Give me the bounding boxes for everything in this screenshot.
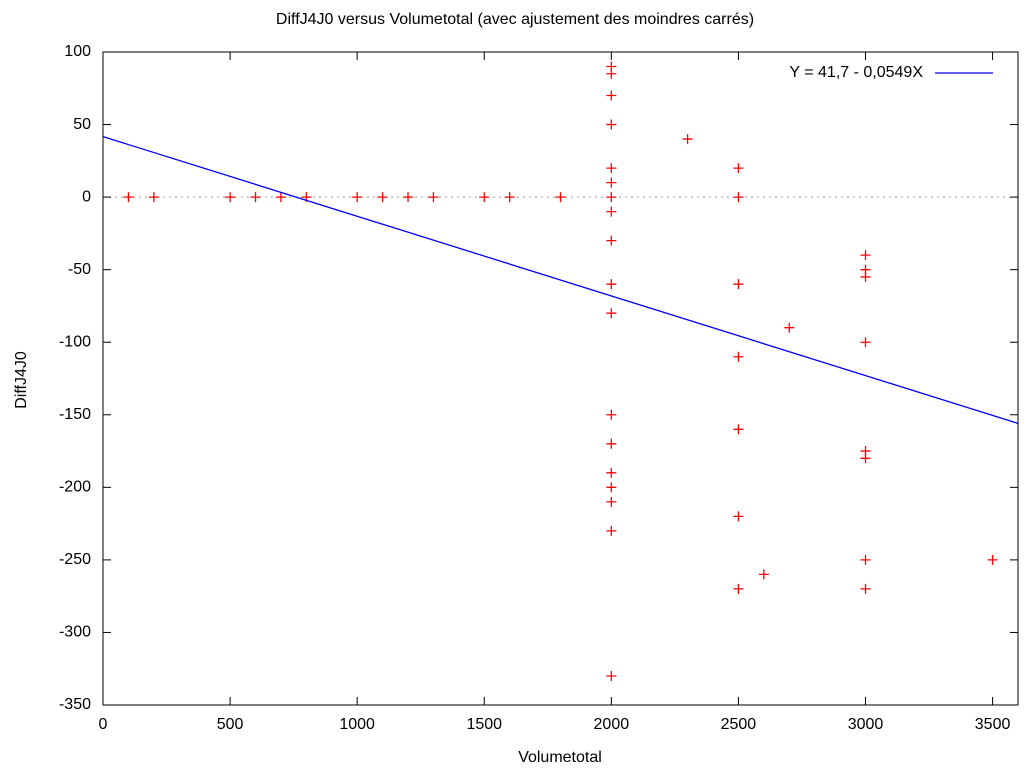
point — [606, 206, 617, 217]
point — [682, 134, 693, 145]
plot-frame — [102, 51, 1019, 706]
point — [123, 192, 134, 203]
x-tick-label: 3000 — [848, 716, 884, 733]
y-axis-label: DiffJ4J0 — [13, 351, 30, 409]
point — [606, 308, 617, 319]
point — [225, 192, 236, 203]
point — [606, 192, 617, 203]
y-tick-label: -350 — [59, 696, 91, 713]
y-tick-label: 50 — [73, 116, 91, 133]
y-tick-label: -50 — [68, 261, 91, 278]
y-tick-label: 0 — [82, 188, 91, 205]
point — [606, 525, 617, 536]
point — [860, 554, 871, 565]
point — [733, 163, 744, 174]
point — [860, 337, 871, 348]
point — [733, 351, 744, 362]
y-tick-label: -200 — [59, 479, 91, 496]
point — [606, 496, 617, 507]
point — [733, 192, 744, 203]
x-tick-label: 500 — [217, 716, 244, 733]
point — [860, 583, 871, 594]
point — [606, 279, 617, 290]
x-tick-label: 0 — [99, 716, 108, 733]
point — [987, 554, 998, 565]
point — [606, 409, 617, 420]
point — [733, 583, 744, 594]
point — [606, 467, 617, 478]
point — [275, 192, 286, 203]
point — [860, 250, 871, 261]
x-tick-label: 1500 — [466, 716, 502, 733]
point — [860, 453, 871, 464]
x-tick-label: 3500 — [975, 716, 1011, 733]
point — [606, 177, 617, 188]
point — [250, 192, 261, 203]
point — [733, 279, 744, 290]
point — [758, 569, 769, 580]
point — [403, 192, 413, 203]
point — [606, 68, 617, 79]
x-tick-label: 2500 — [721, 716, 757, 733]
point — [606, 438, 617, 449]
point — [606, 119, 617, 130]
y-tick-label: -300 — [59, 624, 91, 641]
point — [606, 90, 617, 101]
legend-label: Y = 41,7 - 0,0549X — [789, 64, 923, 81]
point — [504, 192, 515, 203]
point — [606, 670, 617, 681]
point — [352, 192, 363, 203]
x-tick-label: 2000 — [594, 716, 630, 733]
point — [606, 163, 617, 174]
x-tick-label: 1000 — [339, 716, 375, 733]
point — [606, 482, 617, 493]
fit-line — [102, 135, 1019, 425]
point — [377, 192, 388, 203]
y-tick-label: -100 — [59, 333, 91, 350]
point — [479, 192, 490, 203]
x-axis-label: Volumetotal — [518, 749, 602, 766]
point — [733, 424, 744, 435]
point — [148, 192, 159, 203]
point — [428, 192, 439, 203]
point — [733, 511, 744, 522]
point — [860, 271, 871, 282]
y-tick-label: -150 — [59, 406, 91, 423]
y-tick-label: 100 — [64, 43, 91, 60]
chart-title: DiffJ4J0 versus Volumetotal (avec ajuste… — [276, 11, 754, 28]
point — [784, 322, 795, 333]
point — [555, 192, 566, 203]
point — [606, 235, 617, 246]
y-tick-label: -250 — [59, 551, 91, 568]
